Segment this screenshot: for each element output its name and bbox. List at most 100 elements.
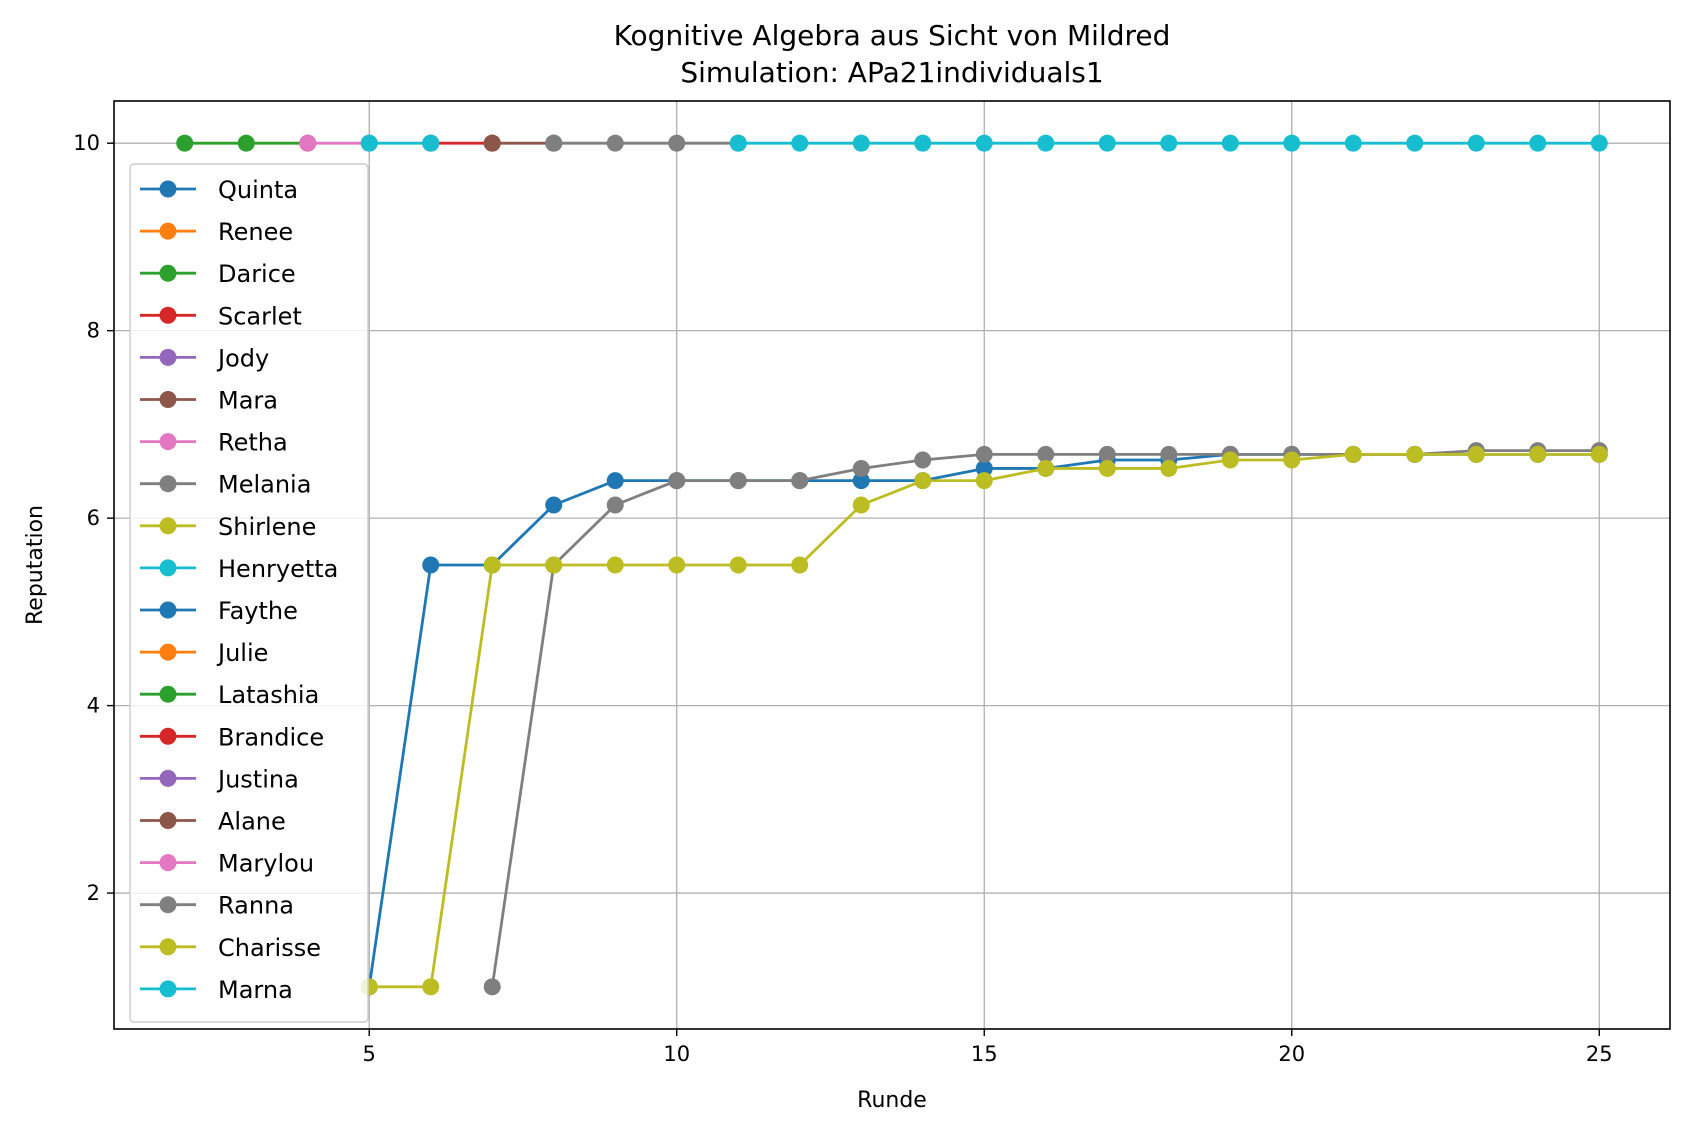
- legend: Quinta Renee Darice Scarlet Jody Mara Retha Mel…: [129, 163, 369, 1023]
- point-ranna-0: [483, 978, 501, 996]
- point-charisse-11: [1037, 459, 1055, 477]
- x-tick-label-2: 15: [971, 1042, 998, 1066]
- legend-label: Julie: [216, 639, 268, 667]
- point-charisse-3: [545, 556, 563, 574]
- legend-swatch-marker: [159, 222, 177, 240]
- legend-label: Scarlet: [218, 302, 302, 330]
- point-charisse-17: [1406, 445, 1424, 463]
- point-marna-10: [1344, 134, 1362, 152]
- point-marna-1: [791, 134, 809, 152]
- point-charisse-6: [729, 556, 747, 574]
- x-tick-label-3: 20: [1278, 1042, 1305, 1066]
- legend-swatch-marker: [159, 601, 177, 619]
- point-charisse-19: [1529, 445, 1547, 463]
- legend-label: Henryetta: [218, 555, 338, 583]
- legend-entry-jody: Jody: [140, 344, 269, 372]
- point-faythe-3: [545, 496, 563, 514]
- legend-swatch-marker: [159, 517, 177, 535]
- legend-swatch-marker: [159, 727, 177, 745]
- legend-entry-mara: Mara: [140, 387, 278, 415]
- point-ranna-6: [852, 459, 870, 477]
- legend-swatch-marker: [159, 180, 177, 198]
- legend-entry-retha: Retha: [140, 429, 288, 457]
- y-tick-label-4: 10: [73, 131, 100, 155]
- y-tick-label-2: 6: [87, 506, 100, 530]
- legend-label: Darice: [218, 260, 296, 288]
- point-ranna-3: [668, 472, 686, 490]
- point-faythe-4: [606, 472, 624, 490]
- series-marna: [729, 134, 1608, 152]
- legend-box: [129, 163, 369, 1023]
- y-tick-label-0: 2: [87, 881, 100, 905]
- chart-title: Kognitive Algebra aus Sicht von Mildred: [614, 19, 1171, 52]
- x-axis-label: Runde: [857, 1088, 927, 1113]
- legend-swatch-marker: [159, 643, 177, 661]
- point-ranna-7: [914, 451, 932, 469]
- point-ranna-10: [1098, 445, 1116, 463]
- legend-entry-charisse: Charisse: [140, 934, 321, 962]
- point-charisse-1: [422, 978, 440, 996]
- point-faythe-1: [422, 556, 440, 574]
- legend-entry-henryetta: Henryetta: [140, 555, 338, 583]
- point-ranna-9: [1037, 445, 1055, 463]
- legend-label: Renee: [218, 218, 293, 246]
- legend-swatch-marker: [159, 769, 177, 787]
- point-charisse-8: [852, 496, 870, 514]
- point-marna-4: [975, 134, 993, 152]
- point-marna-3: [914, 134, 932, 152]
- point-marna-12: [1467, 134, 1485, 152]
- legend-entry-darice: Darice: [140, 260, 296, 288]
- point-charisse-7: [791, 556, 809, 574]
- legend-label: Marna: [218, 976, 293, 1004]
- point-marna-6: [1098, 134, 1116, 152]
- point-ranna-8: [975, 445, 993, 463]
- legend-swatch-marker: [159, 980, 177, 998]
- legend-label: Faythe: [218, 597, 298, 625]
- point-charisse-16: [1344, 445, 1362, 463]
- y-tick-label-3: 8: [87, 319, 100, 343]
- x-tick-label-1: 10: [663, 1042, 690, 1066]
- point-charisse-12: [1098, 459, 1116, 477]
- point-charisse-20: [1590, 445, 1608, 463]
- legend-entry-renee: Renee: [140, 218, 293, 246]
- legend-swatch-marker: [159, 938, 177, 956]
- point-charisse-15: [1283, 451, 1301, 469]
- legend-swatch-marker: [159, 685, 177, 703]
- legend-label: Marylou: [218, 850, 314, 878]
- point-faythe-10: [975, 459, 993, 477]
- point-charisse-2: [483, 556, 501, 574]
- legend-entry-shirlene: Shirlene: [140, 513, 316, 541]
- legend-entry-justina: Justina: [140, 765, 299, 793]
- point-ranna-2: [606, 496, 624, 514]
- point-marna-7: [1160, 134, 1178, 152]
- legend-entry-marylou: Marylou: [140, 850, 314, 878]
- legend-entry-scarlet: Scarlet: [140, 302, 302, 330]
- point-retha-0: [299, 134, 317, 152]
- legend-entry-quinta: Quinta: [140, 176, 298, 204]
- point-darice-1: [237, 134, 255, 152]
- point-henryetta-0: [360, 134, 378, 152]
- legend-swatch-marker: [159, 812, 177, 829]
- legend-label: Retha: [218, 429, 288, 457]
- legend-label: Shirlene: [218, 513, 316, 541]
- point-charisse-10: [975, 472, 993, 490]
- legend-label: Charisse: [218, 934, 321, 962]
- point-melania-0: [545, 134, 563, 152]
- legend-label: Latashia: [218, 681, 319, 709]
- legend-entry-faythe: Faythe: [140, 597, 298, 625]
- chart-subtitle: Simulation: APa21individuals1: [680, 56, 1103, 89]
- point-charisse-4: [606, 556, 624, 574]
- legend-swatch-marker: [159, 264, 177, 282]
- legend-entry-julie: Julie: [140, 639, 268, 667]
- legend-entry-marna: Marna: [140, 976, 293, 1004]
- point-marna-11: [1406, 134, 1424, 152]
- x-tick-label-0: 5: [363, 1042, 376, 1066]
- tick-layer: 5 10 15 20 25 2 4 6 8 10: [73, 131, 1612, 1066]
- series-charisse: [360, 445, 1608, 996]
- point-charisse-13: [1160, 459, 1178, 477]
- legend-swatch-marker: [159, 559, 177, 577]
- legend-label: Quinta: [218, 176, 298, 204]
- legend-swatch-marker: [159, 854, 177, 872]
- point-marna-13: [1529, 134, 1547, 152]
- point-marna-5: [1037, 134, 1055, 152]
